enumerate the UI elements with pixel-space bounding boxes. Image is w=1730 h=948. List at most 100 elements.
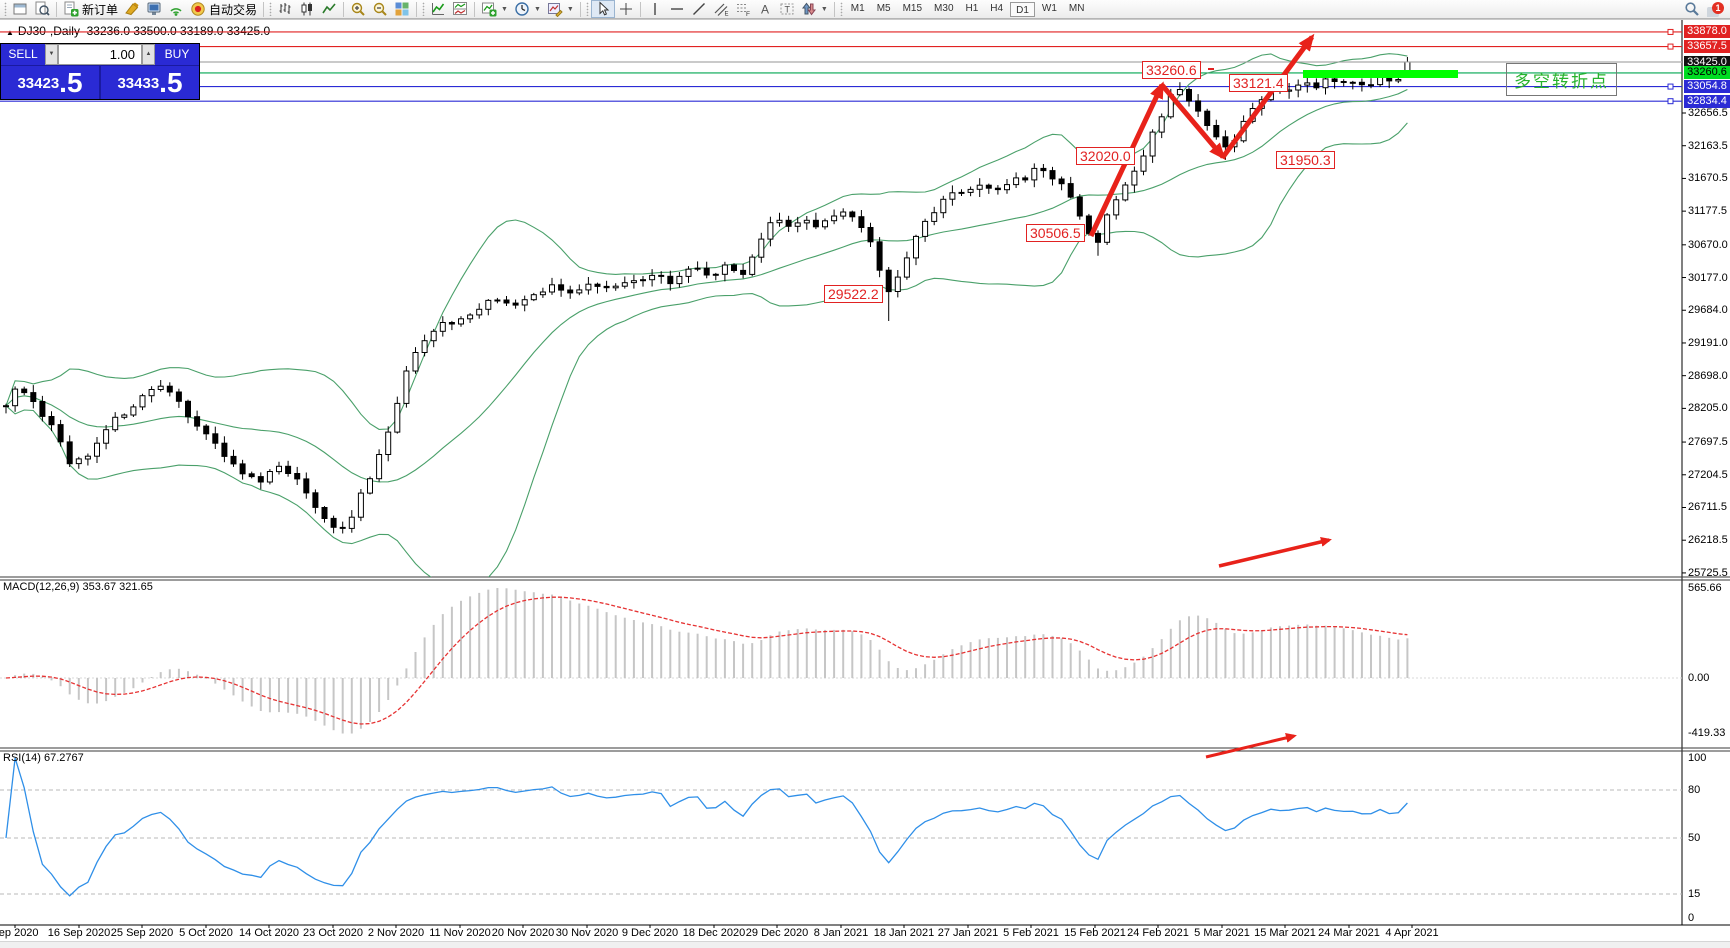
toolbar-grip bbox=[839, 2, 843, 16]
chart-title: ▲ DJ30-,Daily 33236.0 33500.0 33189.0 334… bbox=[6, 24, 270, 38]
rsi-arrow[interactable] bbox=[1205, 732, 1297, 759]
status-strip bbox=[0, 941, 1730, 948]
date-axis-label: 9 Dec 2020 bbox=[621, 927, 679, 939]
price-callout[interactable]: 30506.5 bbox=[1026, 224, 1085, 242]
highlight-zone[interactable] bbox=[1303, 70, 1458, 78]
rsi-axis-label: 80 bbox=[1688, 784, 1701, 796]
toolbar-grip bbox=[585, 2, 589, 16]
new-chart-icon[interactable] bbox=[9, 0, 31, 18]
date-axis-label: 24 Feb 2021 bbox=[1127, 927, 1189, 939]
timeframe-mn[interactable]: MN bbox=[1068, 2, 1085, 14]
horizontal-line-tool[interactable] bbox=[666, 0, 688, 18]
search-icon[interactable] bbox=[1681, 0, 1703, 18]
fibonacci-tool[interactable]: F bbox=[732, 0, 754, 18]
arrows-tool-dropdown[interactable]: ▼ bbox=[798, 0, 831, 18]
channel-tool[interactable]: E bbox=[710, 0, 732, 18]
order-panel-prices: 33423.5 33433.5 bbox=[1, 66, 199, 99]
rsi-axis-label: 0 bbox=[1688, 912, 1695, 924]
sell-price-main: 33423 bbox=[17, 75, 60, 92]
svg-text:A: A bbox=[761, 3, 769, 17]
buy-button[interactable]: BUY bbox=[155, 44, 199, 65]
sell-button[interactable]: SELL bbox=[1, 44, 45, 65]
templates-dropdown[interactable]: ▼ bbox=[544, 0, 577, 18]
candlestick-chart-icon[interactable] bbox=[296, 0, 318, 18]
profiles-icon[interactable] bbox=[31, 0, 53, 18]
macd-indicator-label: MACD(12,26,9) 353.67 321.65 bbox=[3, 581, 153, 593]
toolbar-separator bbox=[639, 1, 641, 17]
crosshair-tool[interactable] bbox=[615, 0, 637, 18]
notification-icon[interactable]: 1 bbox=[1707, 1, 1724, 17]
volume-decrease-button[interactable]: ▼ bbox=[45, 44, 58, 65]
timeframe-m5[interactable]: M5 bbox=[876, 2, 891, 14]
dropdown-caret-icon: ▼ bbox=[820, 5, 828, 13]
timeframe-h4[interactable]: H4 bbox=[990, 2, 1004, 14]
bollinger-bands bbox=[5, 53, 1408, 577]
new-order-button[interactable]: 新订单 bbox=[60, 0, 121, 18]
bar-chart-icon[interactable] bbox=[274, 0, 296, 18]
toolbar-grip bbox=[4, 2, 7, 16]
date-axis-label: 5 Oct 2020 bbox=[179, 927, 233, 939]
timeframe-d1[interactable]: D1 bbox=[1010, 1, 1035, 17]
trend-arrow[interactable] bbox=[1220, 33, 1315, 159]
price-axis-label: 30670.0 bbox=[1688, 239, 1728, 251]
toolbar-grip bbox=[269, 2, 273, 16]
price-callout[interactable]: 32020.0 bbox=[1076, 147, 1135, 165]
dropdown-caret-icon: ▼ bbox=[501, 5, 508, 13]
toolbar-separator bbox=[833, 1, 835, 17]
text-tool[interactable]: A bbox=[754, 0, 776, 18]
zoom-in-icon[interactable] bbox=[347, 0, 369, 18]
date-axis-label: 29 Dec 2020 bbox=[745, 927, 809, 939]
timeframe-h1[interactable]: H1 bbox=[965, 2, 979, 14]
timeframe-m15[interactable]: M15 bbox=[902, 2, 923, 14]
price-axis-badge: 33054.8 bbox=[1684, 80, 1730, 93]
vertical-line-tool[interactable] bbox=[644, 0, 666, 18]
date-axis-label: 27 Jan 2021 bbox=[937, 927, 999, 939]
price-callout[interactable]: 29522.2 bbox=[824, 285, 883, 303]
rsi-axis-label: 15 bbox=[1688, 888, 1701, 900]
sell-price[interactable]: 33423.5 bbox=[1, 66, 101, 99]
macd-axis-label: 0.00 bbox=[1688, 672, 1710, 684]
indicators-icon[interactable] bbox=[427, 0, 449, 18]
dropdown-caret-icon: ▼ bbox=[533, 5, 541, 13]
date-axis-label: 23 Oct 2020 bbox=[303, 927, 363, 939]
volume-increase-button[interactable]: ▲ bbox=[142, 44, 155, 65]
buy-price[interactable]: 33433.5 bbox=[101, 66, 199, 99]
autotrading-button-label: 自动交易 bbox=[209, 2, 258, 17]
data-window-icon[interactable] bbox=[143, 0, 165, 18]
price-axis-label: 27204.5 bbox=[1688, 469, 1728, 481]
trendline-tool[interactable] bbox=[688, 0, 710, 18]
autotrading-button[interactable]: 自动交易 bbox=[187, 0, 260, 18]
zoom-out-icon[interactable] bbox=[369, 0, 391, 18]
cursor-tool[interactable] bbox=[590, 0, 615, 18]
price-axis-label: 32656.5 bbox=[1688, 107, 1728, 119]
timeframe-m1[interactable]: M1 bbox=[850, 2, 865, 14]
date-axis-label: 2 Nov 2020 bbox=[367, 927, 425, 939]
signals-icon[interactable] bbox=[165, 0, 187, 18]
date-axis-label: 14 Oct 2020 bbox=[239, 927, 299, 939]
price-callout[interactable]: 33121.4 bbox=[1229, 74, 1288, 92]
text-label-tool[interactable]: T bbox=[776, 0, 798, 18]
line-chart-icon[interactable] bbox=[318, 0, 340, 18]
indicator-window-icon[interactable] bbox=[449, 0, 471, 18]
market-watch-icon[interactable] bbox=[121, 0, 143, 18]
add-indicator-dropdown[interactable]: ▼ bbox=[478, 0, 511, 18]
date-axis-label: 24 Mar 2021 bbox=[1318, 927, 1380, 939]
price-axis-badge: 33260.6 bbox=[1684, 66, 1730, 79]
price-axis-label: 30177.0 bbox=[1688, 272, 1728, 284]
timeframe-w1[interactable]: W1 bbox=[1041, 2, 1057, 14]
trend-arrow[interactable] bbox=[1160, 83, 1226, 161]
periods-dropdown[interactable]: ▼ bbox=[511, 0, 544, 18]
chart-area[interactable]: ▲ DJ30-,Daily 33236.0 33500.0 33189.0 334… bbox=[0, 19, 1730, 948]
price-callout[interactable]: 33260.6 bbox=[1142, 61, 1201, 79]
tile-windows-icon[interactable] bbox=[391, 0, 413, 18]
date-axis-label: 30 Nov 2020 bbox=[555, 927, 619, 939]
note-text-box[interactable]: 多空转折点 bbox=[1506, 63, 1617, 96]
price-axis-badge: 33878.0 bbox=[1684, 25, 1730, 38]
macd-arrow[interactable] bbox=[1218, 536, 1332, 568]
toolbar-grip bbox=[422, 2, 426, 16]
volume-input[interactable]: 1.00 bbox=[58, 44, 142, 65]
rsi-indicator-label: RSI(14) 67.2767 bbox=[3, 752, 84, 764]
symbol-marker-icon: ▲ bbox=[6, 28, 14, 37]
timeframe-m30[interactable]: M30 bbox=[934, 2, 954, 14]
price-callout[interactable]: 31950.3 bbox=[1276, 151, 1335, 169]
